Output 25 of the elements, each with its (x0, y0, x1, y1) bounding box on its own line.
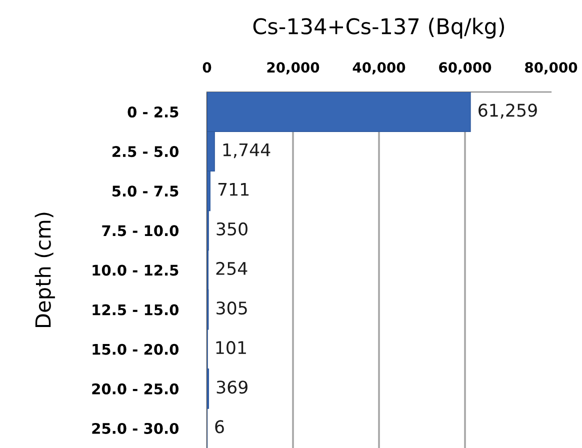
y-tick-label: 15.0 - 20.0 (92, 344, 179, 355)
data-label: 305 (216, 301, 247, 315)
y-tick-label: 2.5 - 5.0 (112, 146, 179, 158)
data-label: 254 (216, 262, 248, 276)
x-tick-label: 40,000 (352, 62, 406, 74)
y-tick-label: 0 - 2.5 (128, 106, 178, 118)
x-tick-label: 0 (202, 62, 212, 73)
x-tick-label: 80,000 (525, 62, 578, 74)
y-tick-label: 20.0 - 25.0 (92, 383, 179, 394)
y-tick-label: 7.5 - 10.0 (102, 225, 179, 236)
data-label: 711 (218, 183, 249, 196)
data-label: 6 (215, 420, 224, 434)
y-tick-label: 25.0 - 30.0 (92, 422, 179, 434)
x-axis-title: Cs-134+Cs-137 (Bq/kg) (253, 18, 504, 39)
x-tick-label: 20,000 (267, 62, 320, 74)
data-label: 101 (216, 341, 246, 354)
data-label: 1,744 (223, 143, 270, 158)
data-label: 369 (216, 380, 248, 394)
x-tick-label: 60,000 (439, 62, 492, 74)
y-tick-label: 12.5 - 15.0 (92, 304, 179, 316)
data-label: 61,259 (478, 104, 537, 119)
data-label: 350 (216, 222, 248, 236)
y-tick-label: 10.0 - 12.5 (92, 264, 178, 276)
y-axis-title: Depth (cm) (34, 212, 55, 327)
y-tick-label: 5.0 - 7.5 (112, 186, 178, 197)
